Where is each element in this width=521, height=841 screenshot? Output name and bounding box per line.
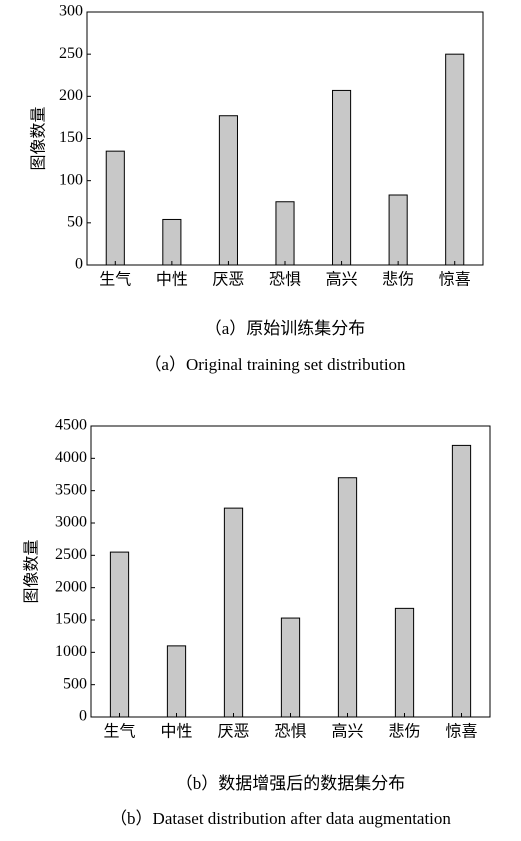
- y-tick-label: 2000: [55, 578, 87, 595]
- y-tick-label: 3500: [55, 481, 87, 498]
- x-tick-label: 悲伤: [382, 271, 414, 289]
- bar: [394, 607, 415, 718]
- caption: （a）原始训练集分布: [205, 319, 366, 338]
- caption: （b）数据增强后的数据集分布: [176, 774, 406, 793]
- bar: [162, 218, 182, 266]
- x-tick-label: 恐惧: [274, 723, 306, 741]
- bar: [105, 150, 125, 266]
- bar: [445, 53, 465, 266]
- y-tick-label: 0: [79, 708, 87, 725]
- y-axis-label: 图像数量: [30, 106, 48, 170]
- y-tick-label: 4500: [55, 417, 87, 434]
- x-tick-label: 中性: [160, 723, 192, 741]
- x-tick-label: 厌恶: [212, 272, 244, 289]
- bar: [388, 194, 408, 266]
- bar: [275, 201, 295, 266]
- bar: [218, 115, 238, 266]
- x-tick-label: 中性: [156, 271, 188, 289]
- bar: [332, 89, 352, 266]
- bar: [109, 551, 130, 718]
- y-tick-label: 250: [59, 45, 83, 62]
- y-tick-label: 500: [63, 675, 87, 692]
- caption-en: （b）Dataset distribution after data augme…: [110, 809, 451, 828]
- y-tick-label: 4000: [55, 449, 87, 466]
- x-tick-label: 高兴: [326, 271, 358, 289]
- bar: [337, 477, 358, 718]
- caption-en: （a）Original training set distribution: [144, 355, 406, 374]
- y-tick-label: 200: [59, 87, 83, 104]
- y-tick-label: 0: [75, 256, 83, 273]
- y-tick-label: 150: [59, 129, 83, 146]
- x-tick-label: 惊喜: [445, 723, 477, 741]
- y-tick-label: 3000: [55, 514, 87, 531]
- x-tick-label: 恐惧: [269, 271, 301, 289]
- y-tick-label: 300: [59, 3, 83, 20]
- x-tick-label: 厌恶: [217, 724, 249, 741]
- x-tick-label: 悲伤: [388, 723, 420, 741]
- y-tick-label: 100: [59, 171, 83, 188]
- x-tick-label: 生气: [99, 271, 131, 289]
- x-tick-label: 惊喜: [439, 271, 471, 289]
- bar: [223, 507, 244, 718]
- y-tick-label: 1500: [55, 611, 87, 628]
- x-tick-label: 生气: [103, 723, 135, 741]
- y-axis-label: 图像数量: [23, 539, 41, 603]
- y-tick-label: 2500: [55, 546, 87, 563]
- x-tick-label: 高兴: [331, 723, 363, 741]
- bar: [451, 444, 472, 718]
- bar: [280, 617, 301, 718]
- y-tick-label: 1000: [55, 643, 87, 660]
- y-tick-label: 50: [67, 214, 83, 231]
- bar: [166, 645, 187, 718]
